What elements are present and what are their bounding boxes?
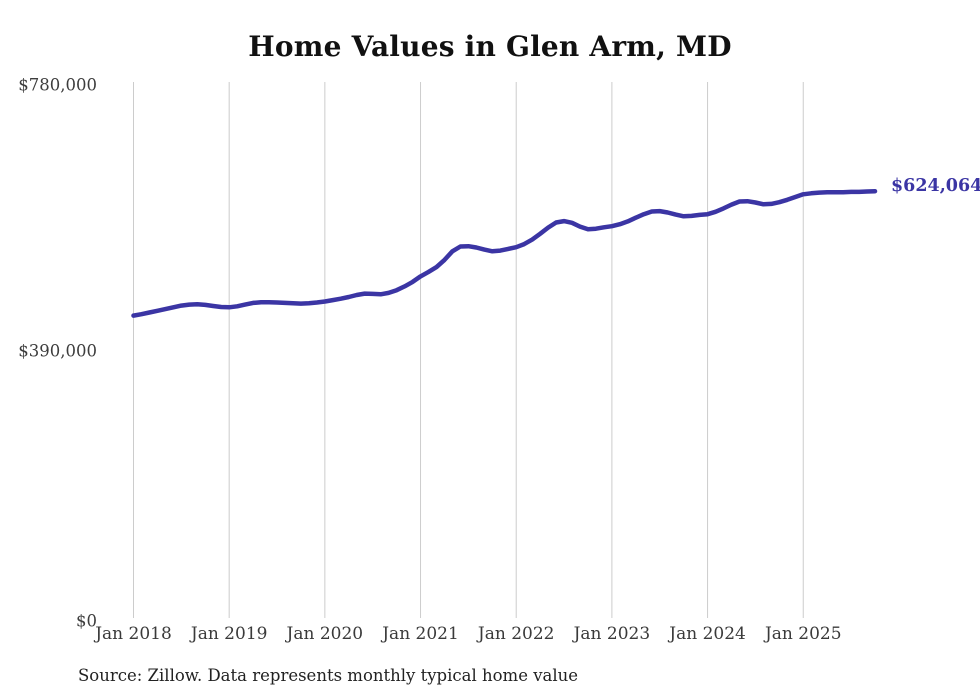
- x-tick-label-jan-2025: Jan 2025: [764, 624, 842, 644]
- latest-value-label: $624,064: [891, 176, 980, 196]
- y-tick-label-390000: $390,000: [18, 341, 97, 361]
- x-tick-label-jan-2019: Jan 2019: [190, 624, 268, 644]
- y-tick-label-0: $0: [76, 611, 97, 631]
- x-tick-label-jan-2023: Jan 2023: [573, 624, 651, 644]
- x-tick-label-jan-2021: Jan 2021: [382, 624, 459, 644]
- y-tick-label-780000: $780,000: [18, 75, 97, 95]
- x-tick-label-jan-2024: Jan 2024: [669, 624, 746, 644]
- gridlines: [133, 82, 804, 618]
- series-line: [131, 188, 878, 318]
- x-tick-label-jan-2018: Jan 2018: [95, 624, 172, 644]
- x-tick-label-jan-2020: Jan 2020: [286, 624, 364, 644]
- source-note: Source: Zillow. Data represents monthly …: [78, 666, 579, 685]
- chart-title: Home Values in Glen Arm, MD: [248, 30, 732, 63]
- x-tick-label-jan-2022: Jan 2022: [477, 624, 555, 644]
